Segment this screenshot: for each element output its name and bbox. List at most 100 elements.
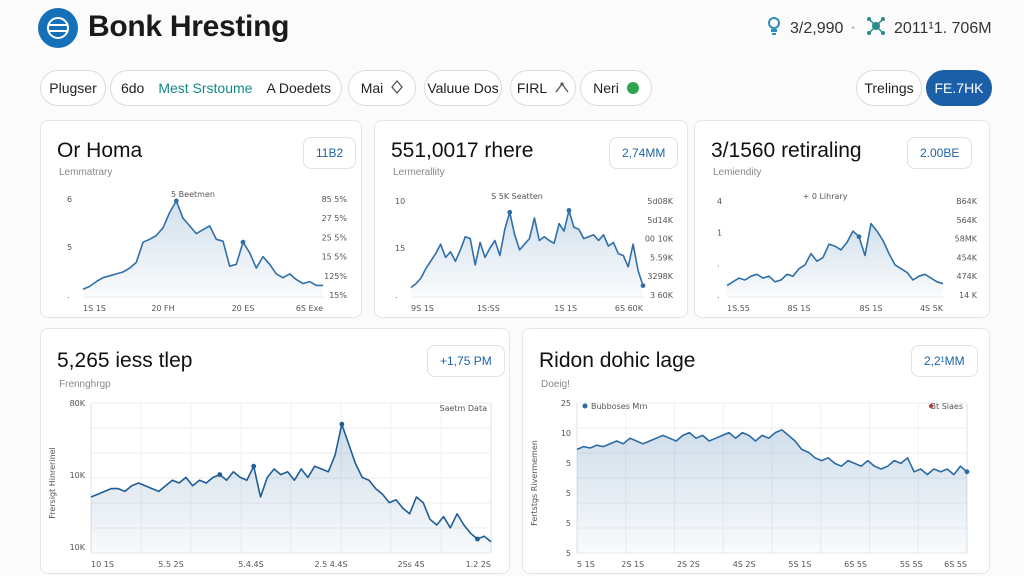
y-tick-label: 15 5% xyxy=(322,253,348,262)
x-tick-label: 1.2 2S xyxy=(466,560,491,569)
data-point xyxy=(339,421,345,427)
chart-card-4: 5,265 iess tlep Frennghrgp +1,75 PM Saet… xyxy=(40,328,510,574)
y-tick-label: 4 xyxy=(717,197,722,206)
y-tick-label: 80K xyxy=(70,399,86,408)
x-tick-label: 4S 5K xyxy=(920,304,944,313)
globe-icon[interactable] xyxy=(38,8,78,48)
x-tick-label: 6S 5S xyxy=(944,560,967,569)
card-title: 5,265 iess tlep xyxy=(57,349,193,372)
y-tick-label: 5 xyxy=(67,243,72,252)
series-area xyxy=(727,223,943,295)
y-axis-title: Fertstgs Rivermemen xyxy=(530,440,539,526)
data-point xyxy=(566,208,572,213)
app-title: Bonk Hresting xyxy=(88,10,290,43)
x-tick-label: 8S 1S xyxy=(788,304,811,313)
y-tick-label: 25 5% xyxy=(322,233,348,242)
data-point xyxy=(640,283,646,288)
y-tick-label: 10K xyxy=(70,543,86,552)
y-tick-label: 5 xyxy=(566,459,571,468)
y-tick-label: 14 K xyxy=(959,291,978,300)
card-subtitle: Doeig! xyxy=(541,379,570,390)
y-tick-label: . xyxy=(395,291,398,300)
x-tick-label: 1S:SS xyxy=(477,304,500,313)
filter-pill-label: Mai xyxy=(360,80,384,96)
card-subtitle: Lermerallity xyxy=(393,167,445,178)
y-tick-label: 00 10K xyxy=(645,235,674,244)
x-tick-label: 4S 2S xyxy=(733,560,756,569)
y-tick-label: 10 xyxy=(395,197,405,206)
card-badge[interactable]: +1,75 PM xyxy=(427,345,505,377)
filter-pill-firl[interactable]: FIRL xyxy=(510,70,576,106)
primary-action-button[interactable]: FE.7HK xyxy=(926,70,992,106)
chart-svg: Saetm Data 80K 10K 10K Frersigt Hinrerinel 10… xyxy=(48,399,492,569)
filter-pill-trelings[interactable]: Trelings xyxy=(856,70,922,106)
y-tick-label: 5 xyxy=(566,489,571,498)
filter-pill-label: Neri xyxy=(593,80,619,96)
x-tick-label: 5S 1S xyxy=(788,560,811,569)
y-tick-label: 58MK xyxy=(955,235,978,244)
x-tick-label: 2Ss 4S xyxy=(397,560,424,569)
filter-pill-label: A Doedets xyxy=(266,80,332,96)
x-tick-label: 10 1S xyxy=(91,560,114,569)
y-tick-label: . xyxy=(717,260,720,269)
share-icon xyxy=(555,80,569,96)
y-tick-label: 25 xyxy=(561,399,571,408)
card-badge[interactable]: 11B2 xyxy=(303,137,357,169)
filter-pill-mai[interactable]: Mai xyxy=(348,70,416,106)
chart-card-2: 551,0017 rhere Lermerallity 2,74MM S 5K … xyxy=(374,120,688,318)
filter-pill-label: Mest Srstoume xyxy=(158,80,253,96)
filter-pill-plugser[interactable]: Plugser xyxy=(40,70,106,106)
filter-pill-neri[interactable]: Neri xyxy=(580,70,652,106)
chart-svg: + 0 Lihrary 4 1.. B64K 564K 58MK 454K 474K 14 K 1… xyxy=(717,192,978,313)
card-badge[interactable]: 2,2¹MM xyxy=(911,345,978,377)
series-line xyxy=(726,222,944,287)
y-tick-label: 6 xyxy=(67,195,72,204)
legend-label: S 5K Seatten xyxy=(491,192,543,201)
legend-label: Saetm Data xyxy=(440,404,488,413)
data-point xyxy=(475,536,480,542)
x-tick-label: 9S 1S xyxy=(411,304,434,313)
y-tick-label: 3 60K xyxy=(650,291,674,300)
x-tick-label: 6S 60K xyxy=(615,304,644,313)
header-stat-2: 2011¹1. 706M xyxy=(866,16,992,41)
card-title: 551,0017 rhere xyxy=(391,139,534,162)
data-point xyxy=(856,234,862,240)
y-tick-label: 10K xyxy=(70,471,86,480)
series-area xyxy=(83,200,323,295)
filter-pill-label: 6do xyxy=(120,80,145,96)
chart-svg: Bubboses Mrn Bt Siaes 25 10 5 5 5 5 Fertstgs Riv… xyxy=(530,399,970,569)
x-tick-label: 5.4.4S xyxy=(238,560,263,569)
card-badge[interactable]: 2,74MM xyxy=(609,137,679,169)
filter-pill-value[interactable]: Valuue Dos xyxy=(424,70,502,106)
series-area xyxy=(577,429,967,553)
data-point xyxy=(251,463,257,469)
x-tick-label: 6S Exe xyxy=(296,304,323,313)
y-tick-label: 454K xyxy=(956,253,977,262)
status-dot-icon xyxy=(626,82,639,94)
y-axis-title: Frersigt Hinrerinel xyxy=(48,447,57,519)
chart-card-3: 3/1560 retiraling Lemiendity 2.00BE + 0 … xyxy=(694,120,990,318)
y-tick-label: 15% xyxy=(329,291,347,300)
y-tick-label: 85 5% xyxy=(322,195,348,204)
legend-label: 5 Beetmen xyxy=(171,190,215,199)
y-tick-label: 5 xyxy=(566,549,571,558)
data-point xyxy=(217,472,223,477)
y-tick-label: 5 xyxy=(566,519,571,528)
data-point xyxy=(507,209,513,215)
y-tick-label: 27 5% xyxy=(322,214,348,223)
card-badge[interactable]: 2.00BE xyxy=(907,137,973,169)
header-stat-2-value: 2011¹1. 706M xyxy=(894,19,992,37)
filter-toolbar: Plugser 6do Mest Srstoume A Doedets Mai … xyxy=(40,70,992,108)
y-tick-label: . xyxy=(67,291,70,300)
legend-label: Bt Siaes xyxy=(931,402,963,411)
legend-label: + 0 Lihrary xyxy=(803,192,848,201)
chart-card-5: Ridon dohic lage Doeig! 2,2¹MM Bubboses … xyxy=(522,328,990,574)
data-point xyxy=(173,198,179,204)
y-tick-label: 1 xyxy=(717,228,722,237)
header-stat-1-value: 3/2,990 xyxy=(790,19,844,37)
chart-svg: S 5K Seatten 10 15. 5d08K 5d14K 00 10K 5.59K 32… xyxy=(395,192,674,313)
filter-pill-group[interactable]: 6do Mest Srstoume A Doedets xyxy=(110,70,342,106)
x-tick-label: 20 ES xyxy=(232,304,255,313)
filter-pill-label: FIRL xyxy=(516,80,548,96)
x-tick-label: 1S 1S xyxy=(554,304,577,313)
